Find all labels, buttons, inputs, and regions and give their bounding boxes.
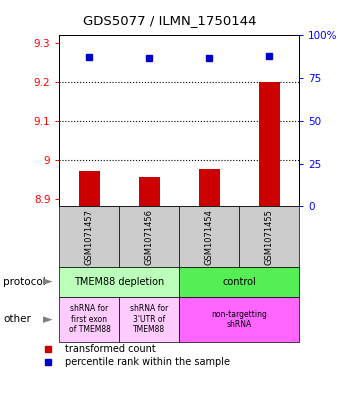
Text: non-targetting
shRNA: non-targetting shRNA: [211, 310, 267, 329]
Text: GSM1071454: GSM1071454: [205, 209, 214, 265]
Bar: [199, 169, 220, 206]
Bar: [59, 267, 180, 297]
Bar: [239, 206, 299, 267]
Bar: [119, 206, 180, 267]
Text: TMEM88 depletion: TMEM88 depletion: [74, 277, 165, 287]
Bar: [139, 177, 160, 206]
Text: GSM1071457: GSM1071457: [85, 209, 94, 265]
Bar: [180, 297, 299, 342]
Text: ►: ►: [43, 275, 53, 288]
Bar: [119, 297, 180, 342]
Text: shRNA for
first exon
of TMEM88: shRNA for first exon of TMEM88: [69, 305, 110, 334]
Text: GDS5077 / ILMN_1750144: GDS5077 / ILMN_1750144: [83, 14, 257, 27]
Text: shRNA for
3'UTR of
TMEM88: shRNA for 3'UTR of TMEM88: [130, 305, 169, 334]
Bar: [180, 267, 299, 297]
Text: control: control: [222, 277, 256, 287]
Bar: [259, 82, 280, 206]
Text: protocol: protocol: [3, 277, 46, 287]
Bar: [180, 206, 239, 267]
Text: transformed count: transformed count: [65, 344, 156, 354]
Text: other: other: [3, 314, 31, 324]
Bar: [59, 297, 119, 342]
Bar: [59, 206, 119, 267]
Text: ►: ►: [43, 313, 53, 326]
Text: GSM1071455: GSM1071455: [265, 209, 274, 265]
Text: GSM1071456: GSM1071456: [145, 209, 154, 265]
Bar: [79, 171, 100, 206]
Text: percentile rank within the sample: percentile rank within the sample: [65, 357, 230, 367]
